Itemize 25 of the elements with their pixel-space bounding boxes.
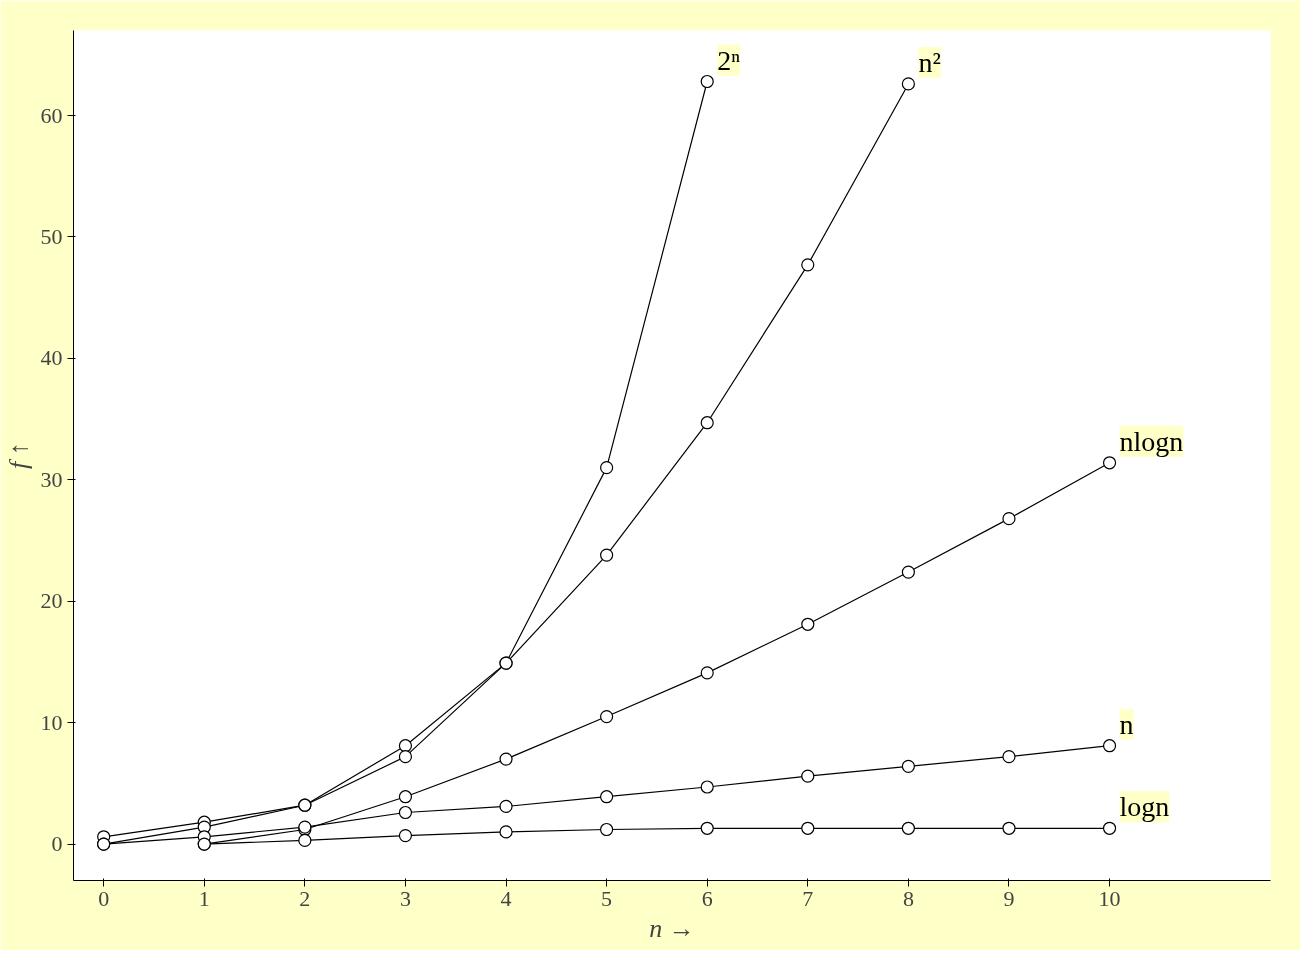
series-label: n² <box>918 46 941 78</box>
x-tick-label: 3 <box>399 885 411 911</box>
series-label: nlogn <box>1119 425 1184 457</box>
x-tick-label: 2 <box>299 885 311 911</box>
x-tick-label: 8 <box>902 885 914 911</box>
y-tick-label: 50 <box>40 223 63 249</box>
x-tick-label: 1 <box>198 885 210 911</box>
y-tick-label: 20 <box>40 588 63 614</box>
y-tick-label: 10 <box>40 709 63 735</box>
y-axis-title: f ↑ <box>3 442 33 469</box>
series-label: logn <box>1119 791 1170 823</box>
x-tick-label: 0 <box>98 885 110 911</box>
x-tick-label: 4 <box>500 885 512 911</box>
series-label: n <box>1119 708 1134 740</box>
x-tick-label: 5 <box>601 885 613 911</box>
x-tick-label: 9 <box>1003 885 1015 911</box>
x-axis-title: n → <box>649 913 695 943</box>
y-tick-label: 40 <box>40 345 63 371</box>
series-label: 2ⁿ <box>717 44 741 76</box>
y-tick-label: 60 <box>40 102 63 128</box>
y-tick-label: 30 <box>40 466 63 492</box>
y-tick-label: 0 <box>51 831 63 857</box>
x-tick-label: 7 <box>802 885 814 911</box>
x-tick-label: 10 <box>1098 885 1121 911</box>
x-tick-label: 6 <box>701 885 713 911</box>
